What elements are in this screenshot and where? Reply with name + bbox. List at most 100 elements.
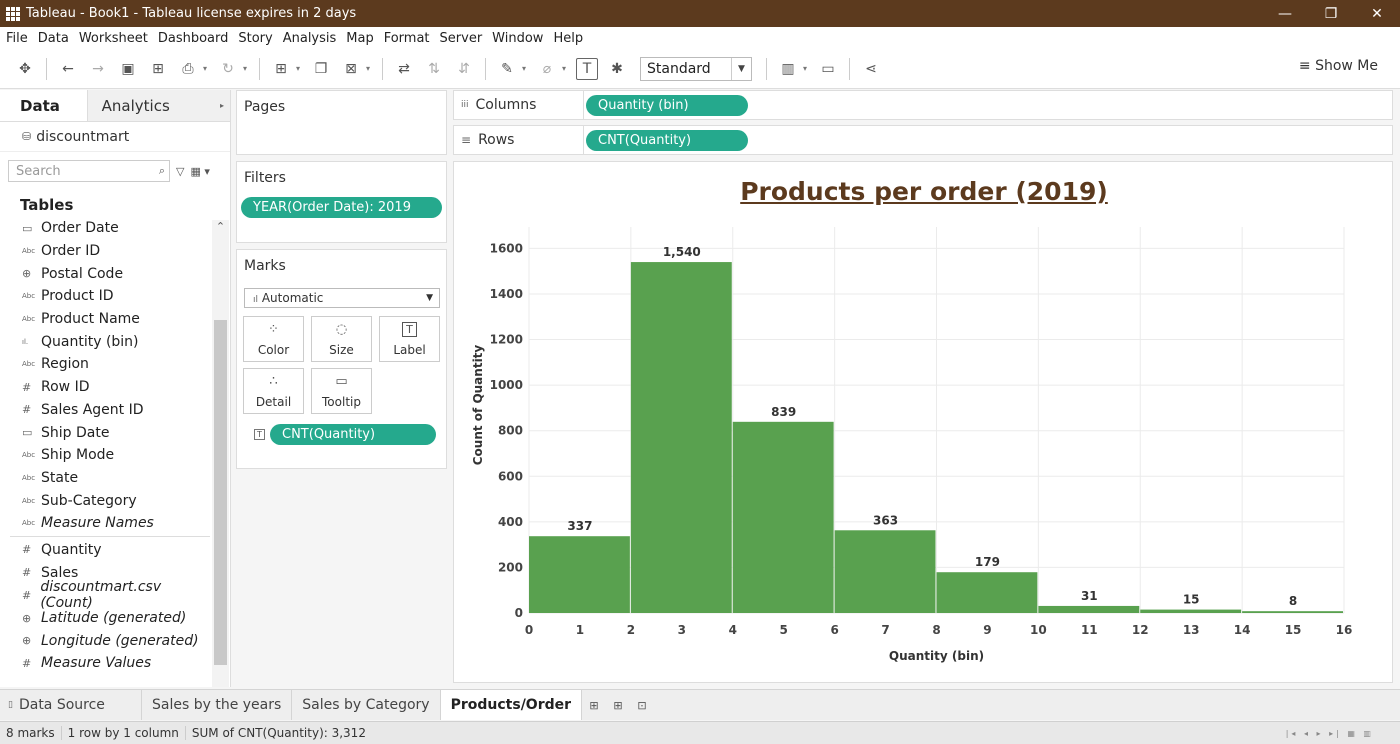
field-item[interactable]: # Sales (0, 561, 212, 584)
pause-updates-icon[interactable]: ⎙ (182, 60, 194, 77)
sort-descending-icon[interactable]: ⇵ (458, 60, 470, 77)
undo-icon[interactable]: ← (62, 60, 74, 77)
field-item[interactable]: Abc Sub-Category (0, 489, 212, 512)
swap-rows-columns-icon[interactable]: ⇄ (398, 60, 410, 77)
size-button[interactable]: ◌ Size (311, 316, 372, 362)
new-worksheet-icon[interactable]: ⊞ (589, 698, 599, 712)
rows-pill[interactable]: CNT(Quantity) (586, 130, 748, 151)
field-item[interactable]: Abc Product Name (0, 308, 212, 331)
view-canvas[interactable]: Products per order (2019) 337 1,540 839 363… (453, 161, 1393, 683)
menu-worksheet[interactable]: Worksheet (78, 30, 148, 46)
filter-pill[interactable]: YEAR(Order Date): 2019 (241, 197, 442, 218)
field-item[interactable]: # Quantity (0, 539, 212, 562)
menu-window[interactable]: Window (492, 30, 544, 46)
chevron-down-icon[interactable]: ▾ (366, 64, 371, 73)
chevron-down-icon[interactable]: ▾ (803, 64, 808, 73)
chart-title[interactable]: Products per order (2019) (740, 177, 1108, 206)
color-button[interactable]: ⁘ Color (243, 316, 304, 362)
restore-button[interactable]: ❐ (1324, 5, 1338, 22)
share-icon[interactable]: ⋖ (865, 60, 877, 77)
field-item[interactable]: ⊕ Postal Code (0, 262, 212, 285)
chevron-down-icon[interactable]: ▾ (522, 64, 527, 73)
new-story-icon[interactable]: ⊡ (637, 698, 647, 712)
highlight-icon[interactable]: ✎ (501, 60, 513, 77)
sort-ascending-icon[interactable]: ⇅ (428, 60, 440, 77)
presentation-mode-icon[interactable]: ▭ (821, 60, 835, 77)
show-mark-labels-icon[interactable]: T (576, 57, 598, 80)
menu-analysis[interactable]: Analysis (282, 30, 337, 46)
chevron-down-icon[interactable]: ▾ (203, 64, 208, 73)
menu-format[interactable]: Format (383, 30, 430, 46)
menu-server[interactable]: Server (439, 30, 483, 46)
detail-button[interactable]: ∴ Detail (243, 368, 304, 414)
fix-axes-icon[interactable]: ✱ (611, 60, 623, 77)
save-icon[interactable]: ▣ (121, 60, 135, 77)
new-datasource-icon[interactable]: ⊞ (152, 60, 164, 77)
menu-help[interactable]: Help (553, 30, 584, 46)
menu-file[interactable]: File (6, 30, 28, 46)
tooltip-button[interactable]: ▭ Tooltip (311, 368, 372, 414)
field-item[interactable]: # discountmart.csv (Count) (0, 579, 212, 611)
field-list-scrollbar[interactable]: ⌃ (212, 220, 229, 687)
tab-data[interactable]: Data (20, 96, 60, 115)
new-worksheet-icon[interactable]: ⊞ (275, 60, 287, 77)
histogram-bar[interactable] (1140, 609, 1242, 613)
menu-dashboard[interactable]: Dashboard (157, 30, 229, 46)
histogram-bar[interactable] (936, 572, 1038, 613)
field-item[interactable]: # Row ID (0, 376, 212, 399)
search-input[interactable]: Search ⌕ (8, 160, 170, 182)
redo-icon[interactable]: → (92, 60, 104, 77)
menu-map[interactable]: Map (346, 30, 374, 46)
menu-data[interactable]: Data (37, 30, 69, 46)
mark-type-dropdown[interactable]: ıl Automatic ▼ (244, 288, 440, 308)
show-cards-icon[interactable]: ▥ (781, 60, 795, 77)
label-field-pill[interactable]: CNT(Quantity) (270, 424, 436, 445)
chevron-down-icon[interactable]: ▾ (562, 64, 567, 73)
clear-sheet-icon[interactable]: ⊠ (345, 60, 357, 77)
histogram-bar[interactable] (630, 262, 732, 613)
data-source-tab[interactable]: ▯ Data Source (0, 690, 142, 720)
filter-icon[interactable]: ▽ (176, 164, 185, 178)
histogram-bar[interactable] (1242, 611, 1343, 613)
field-item[interactable]: ▭ Order Date (0, 217, 212, 240)
fit-dropdown[interactable]: Standard ▼ (640, 56, 752, 81)
scrollbar-thumb[interactable] (214, 320, 227, 665)
label-button[interactable]: T Label (379, 316, 440, 362)
field-item[interactable]: Abc State (0, 467, 212, 490)
sheet-tab[interactable]: Sales by the years (142, 690, 293, 720)
histogram-bar[interactable] (732, 421, 834, 613)
chevron-down-icon[interactable]: ▾ (296, 64, 301, 73)
refresh-icon[interactable]: ↻ (222, 60, 234, 77)
field-item[interactable]: ⊕ Latitude (generated) (0, 607, 212, 630)
histogram-bar[interactable] (1038, 605, 1140, 613)
field-item[interactable]: Abc Measure Names (0, 512, 212, 535)
columns-shelf[interactable]: iii Columns Quantity (bin) (453, 90, 1393, 120)
new-dashboard-icon[interactable]: ⊞ (613, 698, 623, 712)
show-me-button[interactable]: ≡ Show Me (1299, 58, 1378, 74)
tableau-home-icon[interactable]: ✥ (19, 60, 31, 77)
chevron-down-icon[interactable]: ▾ (243, 64, 248, 73)
field-item[interactable]: Abc Ship Mode (0, 444, 212, 467)
close-button[interactable]: ✕ (1371, 5, 1383, 22)
field-item[interactable]: Abc Order ID (0, 240, 212, 263)
menu-story[interactable]: Story (238, 30, 273, 46)
group-members-icon[interactable]: ⌀ (542, 60, 552, 77)
tab-analytics[interactable]: Analytics ▸ (86, 90, 230, 121)
sheet-tab-active[interactable]: Products/Order (440, 690, 583, 720)
histogram-bar[interactable] (834, 530, 936, 613)
field-item[interactable]: # Measure Values (0, 652, 212, 675)
field-item[interactable]: ⊕ Longitude (generated) (0, 629, 212, 652)
rows-shelf[interactable]: ≡ Rows CNT(Quantity) (453, 125, 1393, 155)
scroll-up-icon[interactable]: ⌃ (215, 220, 226, 233)
view-options-icon[interactable]: ▦ ▾ (190, 164, 210, 178)
columns-pill[interactable]: Quantity (bin) (586, 95, 748, 116)
field-item[interactable]: ▭ Ship Date (0, 421, 212, 444)
field-item[interactable]: ıl. Quantity (bin) (0, 330, 212, 353)
histogram-bar[interactable] (529, 536, 630, 613)
field-item[interactable]: # Sales Agent ID (0, 399, 212, 422)
field-item[interactable]: Abc Product ID (0, 285, 212, 308)
sheet-tab[interactable]: Sales by Category (292, 690, 441, 720)
minimize-button[interactable]: — (1278, 5, 1292, 22)
duplicate-sheet-icon[interactable]: ❐ (314, 60, 328, 77)
sheet-navigation-icon[interactable]: |◂ ◂ ▸ ▸| ▦ ▥ (1285, 728, 1374, 738)
